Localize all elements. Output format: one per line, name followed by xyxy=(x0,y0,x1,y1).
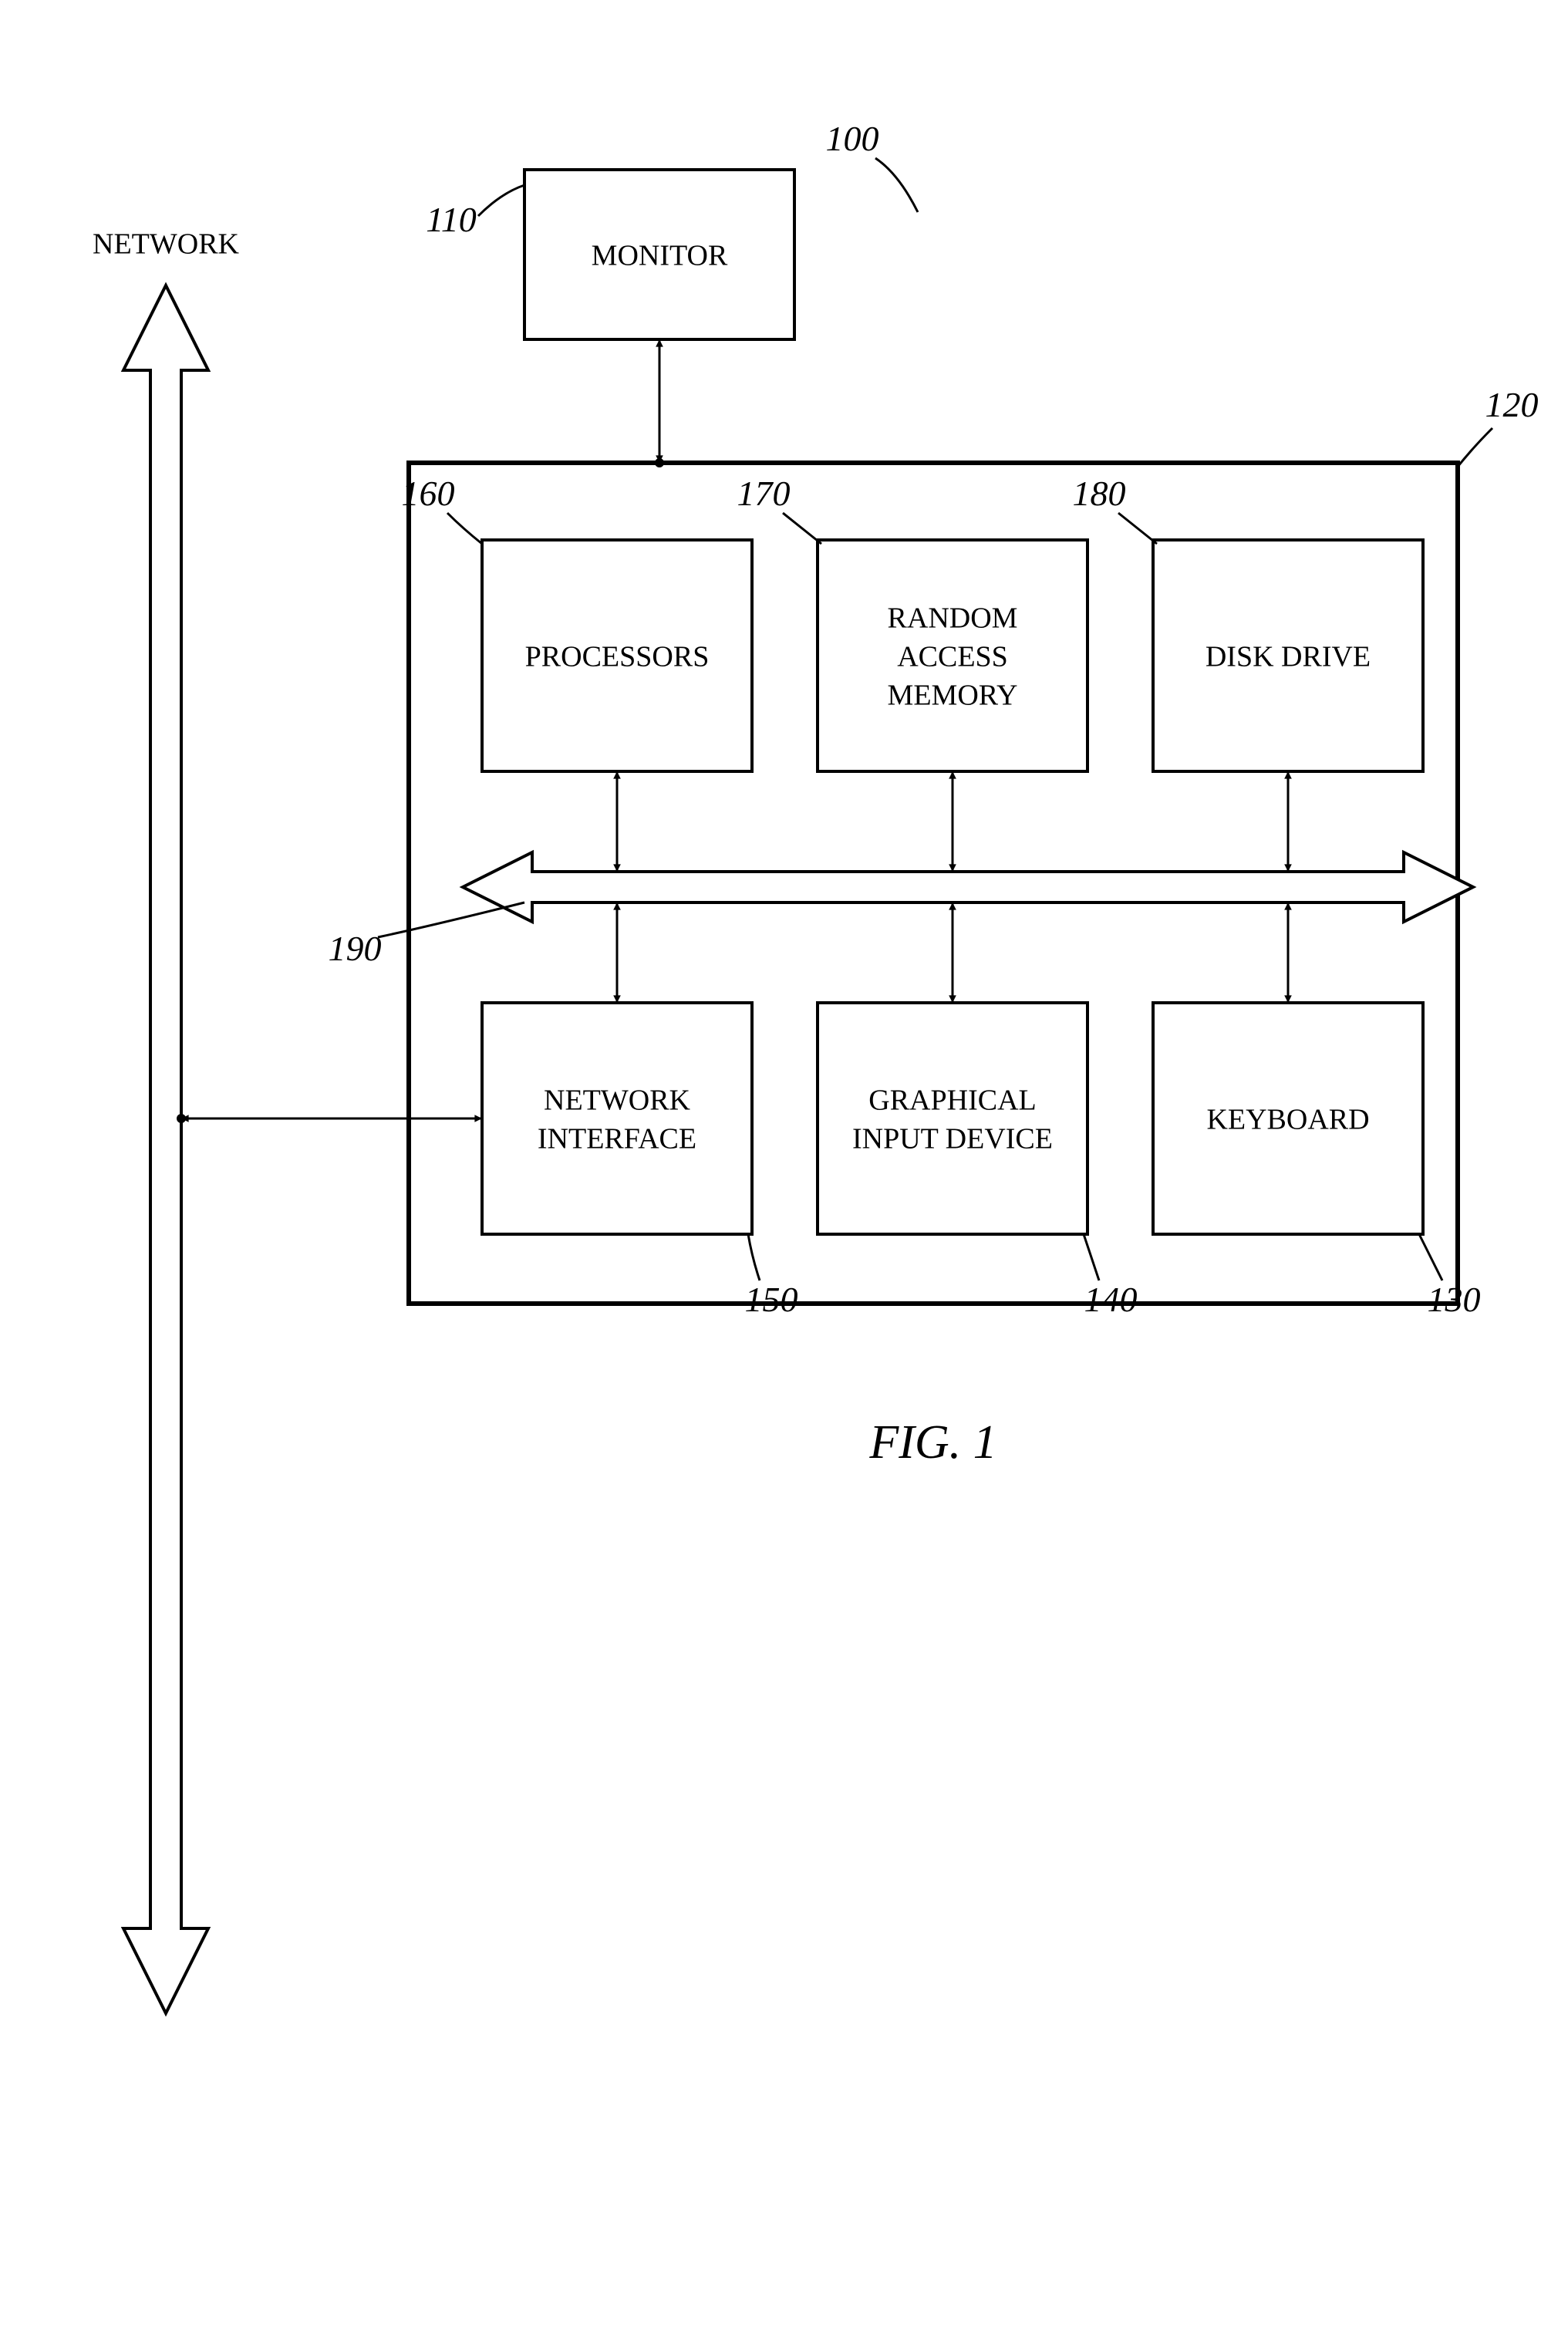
ref-170: 170 xyxy=(737,474,822,544)
svg-text:170: 170 xyxy=(737,474,791,513)
svg-text:130: 130 xyxy=(1428,1280,1481,1319)
keyboard-label: KEYBOARD xyxy=(1206,1104,1369,1136)
nif-box: NETWORK INTERFACE xyxy=(482,1003,752,1234)
gid-label-1: GRAPHICAL xyxy=(868,1085,1036,1117)
ref-130: 130 xyxy=(1419,1234,1481,1319)
svg-text:120: 120 xyxy=(1485,385,1539,424)
nif-network-dot xyxy=(177,1114,186,1123)
ram-box: RANDOM ACCESS MEMORY xyxy=(818,540,1087,771)
ref-140: 140 xyxy=(1084,1234,1138,1319)
internal-bus xyxy=(463,852,1473,922)
monitor-box: MONITOR xyxy=(524,170,794,339)
network-label: NETWORK xyxy=(93,228,240,261)
processors-label: PROCESSORS xyxy=(525,641,710,673)
ref-120: 120 xyxy=(1458,385,1539,467)
figure-caption: FIG. 1 xyxy=(868,1416,996,1469)
svg-text:190: 190 xyxy=(329,929,382,968)
ref-150: 150 xyxy=(745,1234,798,1319)
svg-text:100: 100 xyxy=(826,119,879,158)
monitor-label: MONITOR xyxy=(592,240,728,272)
monitor-arrow-dot xyxy=(655,458,664,467)
gid-box: GRAPHICAL INPUT DEVICE xyxy=(818,1003,1087,1234)
ram-label-3: MEMORY xyxy=(888,680,1018,712)
disk-label: DISK DRIVE xyxy=(1206,641,1371,673)
ref-160: 160 xyxy=(402,474,483,544)
nif-label-2: INTERFACE xyxy=(538,1123,696,1156)
processors-box: PROCESSORS xyxy=(482,540,752,771)
ref-100: 100 xyxy=(826,119,919,212)
ram-label-1: RANDOM xyxy=(888,602,1018,635)
nif-label-1: NETWORK xyxy=(544,1085,691,1117)
ref-110: 110 xyxy=(426,185,524,239)
diagram-root: NETWORK MONITOR PROCESSORS RANDOM ACCESS… xyxy=(0,0,1568,2338)
disk-box: DISK DRIVE xyxy=(1153,540,1423,771)
network-bus: NETWORK xyxy=(93,228,240,2013)
ref-180: 180 xyxy=(1073,474,1158,544)
ram-label-2: ACCESS xyxy=(897,641,1008,673)
gid-label-2: INPUT DEVICE xyxy=(852,1123,1053,1156)
keyboard-box: KEYBOARD xyxy=(1153,1003,1423,1234)
svg-text:110: 110 xyxy=(426,200,477,239)
svg-text:160: 160 xyxy=(402,474,455,513)
svg-text:180: 180 xyxy=(1073,474,1126,513)
svg-text:150: 150 xyxy=(745,1280,798,1319)
svg-text:140: 140 xyxy=(1084,1280,1138,1319)
ref-190: 190 xyxy=(329,902,525,968)
